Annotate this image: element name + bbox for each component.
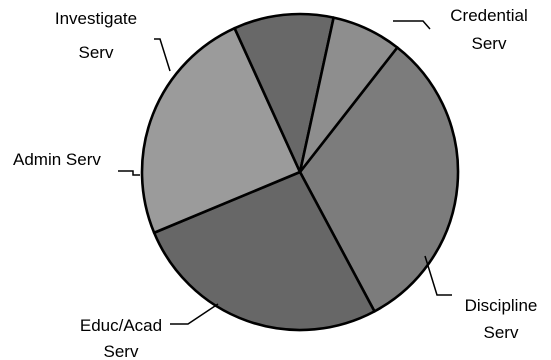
slice-label-discipline: Discipline: [465, 296, 538, 315]
pie-slice-educ-acad-serv: [140, 26, 302, 235]
slice-label-educ: Educ/Acad: [80, 316, 162, 335]
pie-slices: [140, 12, 460, 332]
leader-lines: [118, 20, 452, 325]
slice-label-credential: Credential: [450, 6, 528, 25]
leader-line-admin: [118, 170, 140, 176]
leader-line-credential: [393, 20, 431, 30]
slice-label-discipline: Serv: [484, 323, 519, 342]
slice-label-investigate: Investigate: [55, 9, 137, 28]
slice-label-credential: Serv: [472, 34, 507, 53]
leader-line-investigate: [154, 38, 171, 72]
pie-slice-discipline-serv: [152, 170, 376, 332]
slice-label-admin: Admin Serv: [13, 150, 101, 169]
pie-slice-admin-serv: [233, 12, 335, 174]
slice-label-investigate: Serv: [79, 43, 114, 62]
pie-slice-investigate-serv: [298, 16, 399, 174]
leader-line-discipline: [424, 255, 452, 296]
slice-label-educ: Serv: [104, 342, 139, 360]
leader-line-educ: [170, 303, 219, 325]
slice-labels: Credential Serv Discipline Serv Educ/Acad Ser…: [13, 6, 537, 360]
